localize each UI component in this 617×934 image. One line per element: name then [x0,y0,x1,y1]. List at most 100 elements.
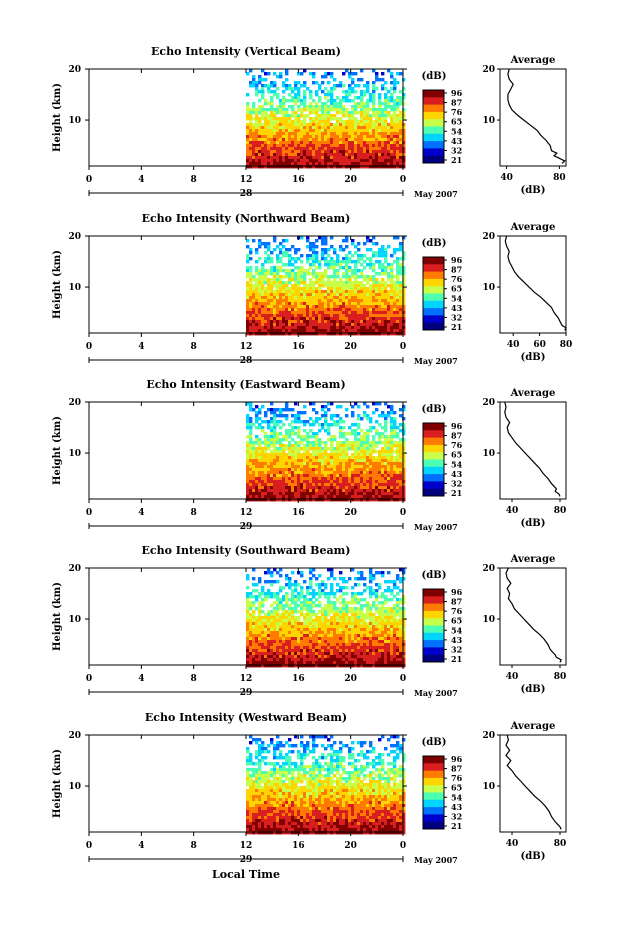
average-x-axis-label: (dB) [521,185,546,196]
colorbar-swatch [423,423,444,431]
average-x-tick-label: 40 [506,506,519,516]
x-tick-label: 0 [86,342,92,352]
heatmap-cells [246,735,405,834]
average-profile-line [508,69,565,163]
colorbar-swatch [423,97,444,105]
date-label: 29 [240,688,253,698]
average-x-tick-label: 80 [554,506,567,516]
x-tick-label: 20 [344,841,357,851]
month-label: May 2007 [414,522,458,532]
average-y-tick-label: 10 [482,116,495,126]
average-x-tick-label: 60 [533,340,546,350]
y-axis-label: Height (km) [52,749,63,818]
colorbar-swatch [423,756,444,764]
colorbar-swatch [423,323,444,331]
average-y-tick-label: 20 [482,731,495,741]
x-tick-label: 20 [344,508,357,518]
x-tick-label: 0 [400,841,406,851]
colorbar-tick-label: 76 [451,274,463,284]
colorbar-swatch [423,814,444,822]
x-tick-label: 4 [138,508,144,518]
x-tick-label: 0 [400,508,406,518]
y-tick-label: 10 [68,615,81,625]
colorbar-swatch [423,785,444,793]
y-tick-label: 20 [68,232,81,242]
colorbar-tick-label: 96 [451,88,463,98]
x-tick-label: 16 [292,841,305,851]
colorbar-tick-label: 54 [451,792,463,802]
y-tick-label: 10 [68,116,81,126]
colorbar-tick-label: 65 [451,783,462,793]
x-tick-label: 16 [292,508,305,518]
colorbar-unit: (dB) [422,71,447,82]
colorbar-swatch [423,618,444,626]
x-tick-label: 0 [86,175,92,185]
y-axis-label: Height (km) [52,416,63,485]
average-title: Average [510,388,556,399]
heatmap-cells [246,236,405,335]
colorbar-swatch [423,105,444,113]
average-frame [500,402,566,499]
x-tick-label: 4 [138,841,144,851]
colorbar-swatch [423,633,444,641]
average-x-axis-label: (dB) [521,352,546,363]
x-tick-label: 20 [344,674,357,684]
x-tick-label: 12 [240,342,253,352]
colorbar-swatch [423,90,444,98]
colorbar-tick-label: 32 [451,644,462,654]
colorbar-swatch [423,793,444,801]
average-x-tick-label: 40 [507,340,520,350]
colorbar-tick-label: 65 [451,284,462,294]
colorbar-tick-label: 96 [451,587,463,597]
colorbar-swatch [423,778,444,786]
average-title: Average [510,222,556,233]
colorbar-tick-label: 43 [451,136,463,146]
colorbar-swatch [423,626,444,634]
date-label: 29 [240,522,253,532]
colorbar-swatch [423,771,444,779]
colorbar-swatch [423,127,444,135]
x-tick-label: 8 [191,841,197,851]
x-tick-label: 8 [191,508,197,518]
date-label: 29 [240,855,253,865]
panel-title: Echo Intensity (Southward Beam) [142,544,351,557]
colorbar-swatch [423,589,444,597]
colorbar-tick-label: 21 [451,322,462,332]
colorbar-tick-label: 54 [451,126,463,136]
colorbar-swatch [423,301,444,309]
panel-title: Echo Intensity (Vertical Beam) [151,45,341,58]
colorbar-swatch [423,112,444,120]
x-tick-label: 0 [400,175,406,185]
date-label: 28 [240,189,253,199]
colorbar-swatch [423,286,444,294]
average-x-tick-label: 40 [506,839,519,849]
date-label: 28 [240,356,253,366]
average-frame [500,236,566,333]
x-tick-label: 0 [86,674,92,684]
average-x-axis-label: (dB) [521,851,546,862]
month-label: May 2007 [414,189,458,199]
colorbar-swatch [423,294,444,302]
colorbar-swatch [423,467,444,475]
heatmap-cells [246,568,405,667]
colorbar-tick-label: 21 [451,488,462,498]
colorbar-swatch [423,134,444,142]
colorbar-tick-label: 65 [451,450,462,460]
colorbar-swatch [423,640,444,648]
x-tick-label: 12 [240,674,253,684]
colorbar-swatch [423,604,444,612]
month-label: May 2007 [414,688,458,698]
colorbar-tick-label: 54 [451,459,463,469]
colorbar-swatch [423,489,444,497]
colorbar-swatch [423,611,444,619]
y-axis-label: Height (km) [52,83,63,152]
average-y-tick-label: 10 [482,449,495,459]
colorbar-swatch [423,119,444,127]
x-tick-label: 4 [138,674,144,684]
